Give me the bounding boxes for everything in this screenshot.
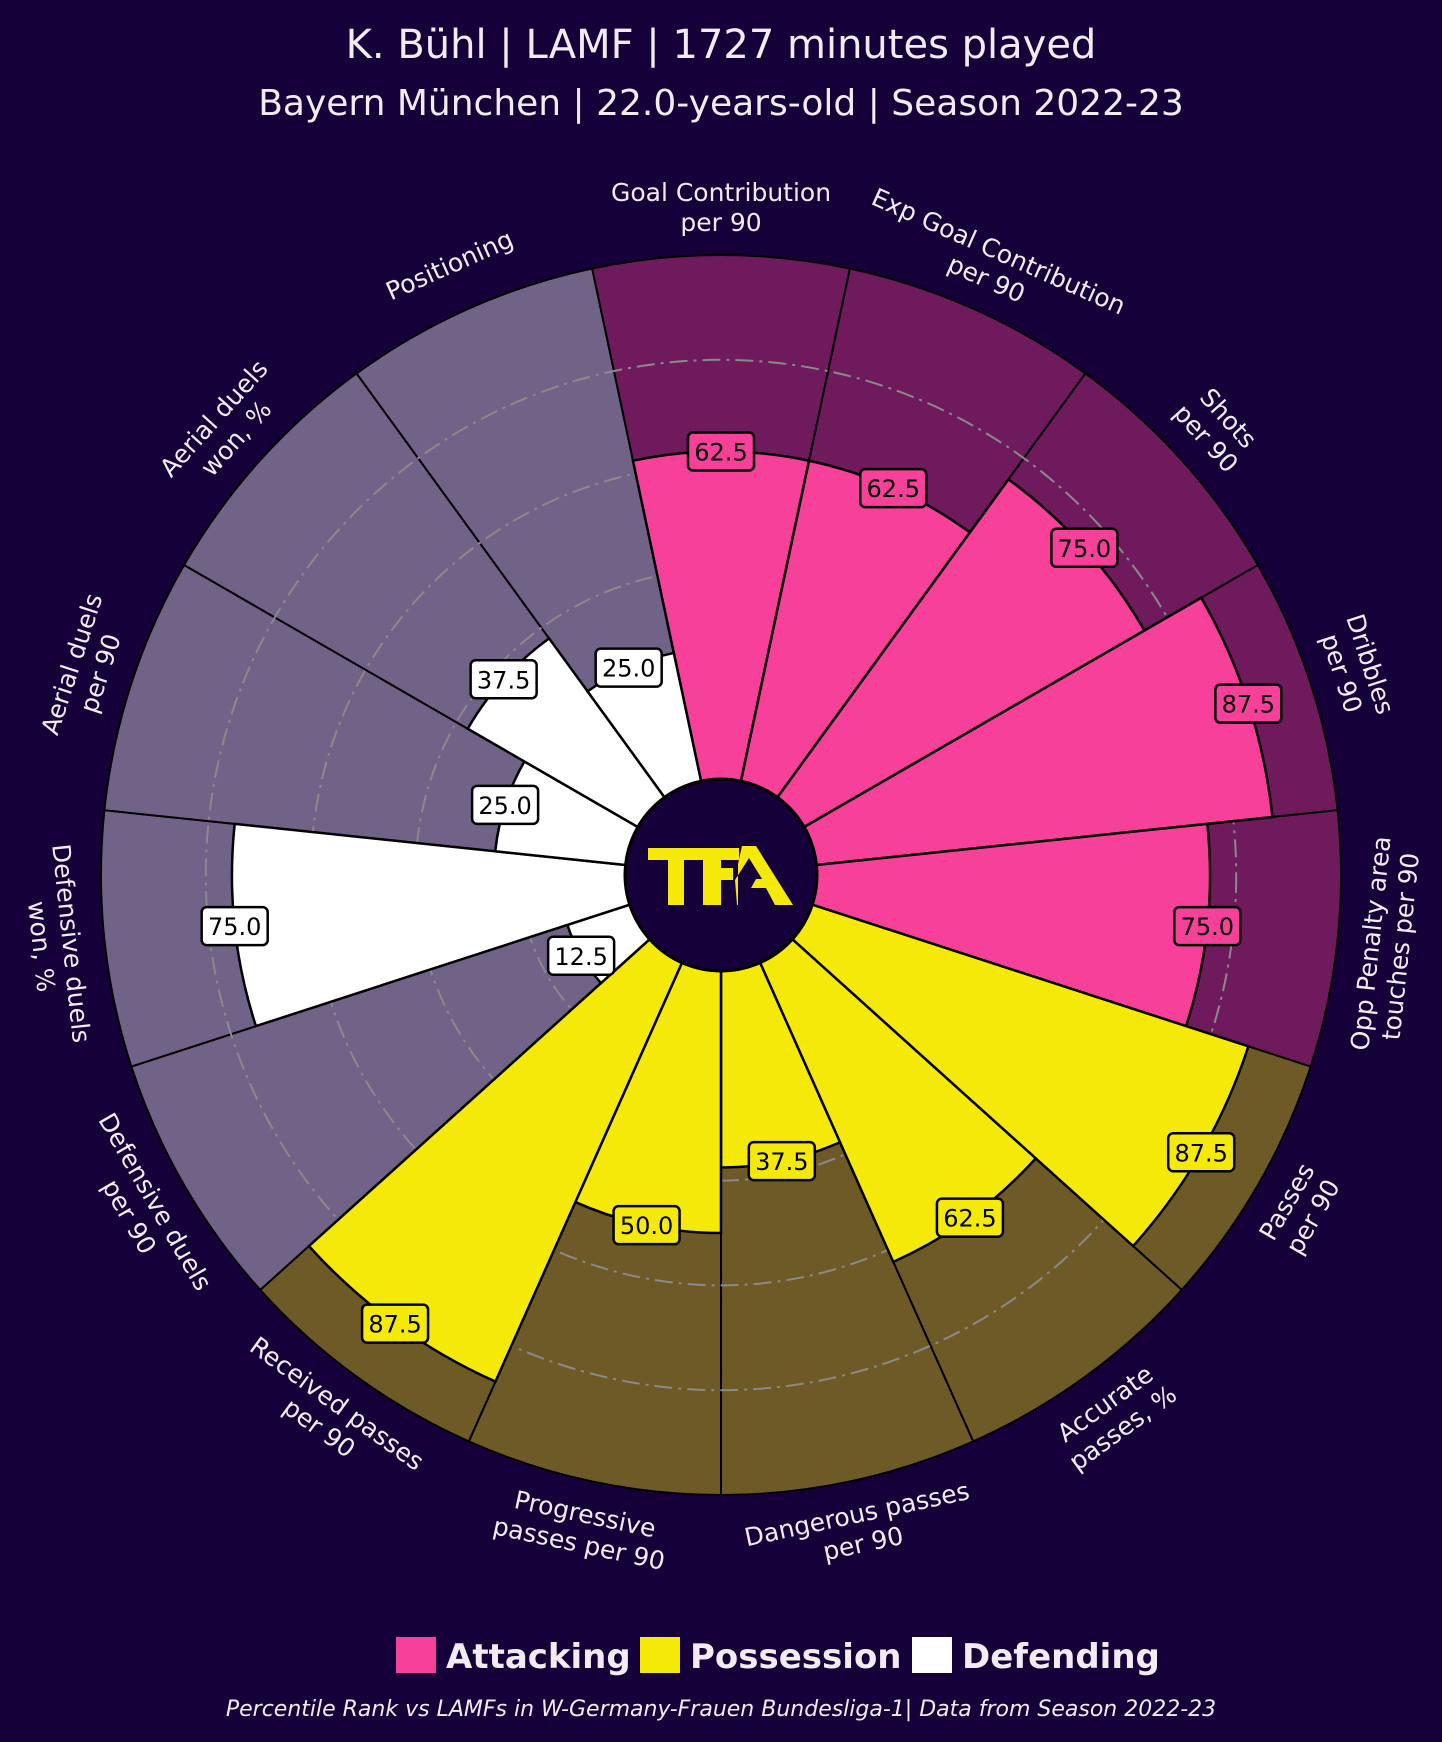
legend-swatch-possession [640,1637,680,1673]
value-label: 62.5 [859,467,928,509]
value-label-text: 87.5 [1222,691,1275,719]
value-label: 62.5 [686,431,756,472]
value-wedges [230,450,1274,1384]
value-label-text: 25.0 [478,792,531,820]
value-label-box [200,905,269,947]
value-label-box [360,1303,430,1344]
value-label-box [1166,1132,1236,1173]
value-label: 75.0 [1050,527,1119,569]
value-label-box [747,1140,817,1182]
value-label-text: 50.0 [620,1212,673,1240]
value-label-text: 37.5 [755,1148,808,1176]
value-label: 87.5 [360,1303,430,1344]
value-label-box [859,467,928,509]
value-label-box [686,431,756,472]
value-label-text: 62.5 [694,439,747,467]
value-labels: 62.5 62.5 75.0 87.5 75.0 87.5 62.5 37.5 50.0 87.5… [200,431,1283,1344]
value-label: 50.0 [612,1204,681,1246]
value-label-text: 75.0 [208,913,261,941]
value-label: 25.0 [594,647,663,688]
value-label: 12.5 [546,935,616,976]
chart-title: K. Bühl | LAMF | 1727 minutes played [346,22,1097,68]
value-label-text: 62.5 [867,475,920,503]
legend-label-attacking: Attacking [446,1637,631,1677]
center-logo [623,777,819,973]
value-label: 25.0 [470,784,540,826]
value-label-text: 75.0 [1058,535,1111,563]
footer-note: Percentile Rank vs LAMFs in W-Germany-Fr… [226,1697,1216,1722]
value-label: 87.5 [1214,683,1283,724]
legend-swatch-defending [912,1637,952,1673]
value-label-text: 75.0 [1181,913,1234,941]
value-label-box [546,935,616,976]
value-label-text: 37.5 [477,666,530,694]
value-label-box [1173,905,1242,947]
value-label-box [594,647,663,688]
value-label-box [470,784,540,826]
value-label-text: 87.5 [368,1311,421,1339]
legend: Attacking Possession Defending [396,1637,1160,1677]
legend-swatch-attacking [396,1637,436,1673]
value-label: 75.0 [1173,905,1242,947]
category-label: Goal Contribution per 90 [611,178,831,237]
value-label: 87.5 [1166,1132,1236,1173]
value-label-box [1214,683,1283,724]
value-label-box [1050,527,1119,569]
chart-subtitle: Bayern München | 22.0-years-old | Season… [258,83,1184,124]
value-label-box [469,659,538,700]
tfa-logo-icon [648,846,793,905]
value-label: 37.5 [469,659,538,700]
legend-label-defending: Defending [962,1637,1160,1677]
value-label-text: 25.0 [602,655,655,683]
value-label: 75.0 [200,905,269,947]
legend-label-possession: Possession [690,1637,902,1677]
gridline-circle [204,358,1238,1392]
value-label: 62.5 [935,1197,1005,1238]
value-label-box [935,1197,1005,1238]
value-label-text: 12.5 [554,943,607,971]
value-label-text: 62.5 [943,1205,996,1233]
value-label: 37.5 [747,1140,817,1182]
value-label-text: 87.5 [1174,1139,1227,1167]
value-label-box [612,1204,681,1246]
